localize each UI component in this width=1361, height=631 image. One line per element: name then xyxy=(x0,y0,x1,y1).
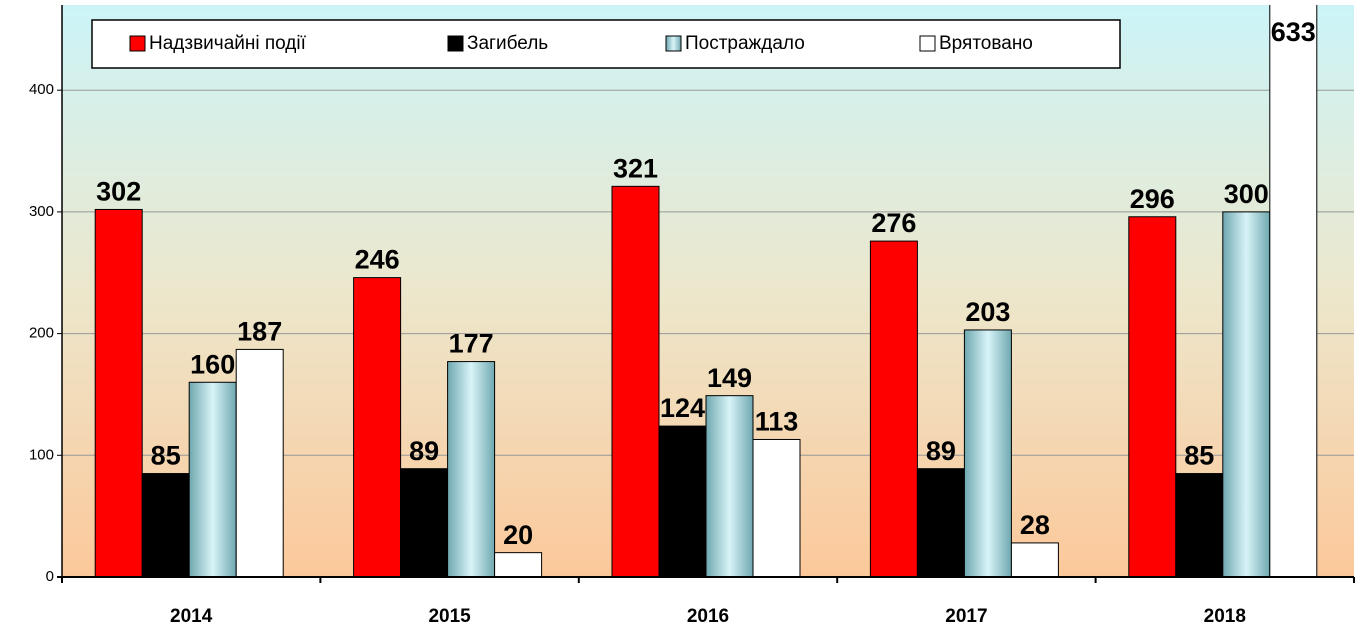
bar xyxy=(1222,211,1271,577)
data-label: 633 xyxy=(1271,17,1316,47)
data-label: 276 xyxy=(871,208,916,238)
data-label: 28 xyxy=(1020,510,1050,540)
x-tick-label: 2014 xyxy=(170,606,213,627)
data-label: 300 xyxy=(1224,179,1269,209)
data-label: 246 xyxy=(355,245,400,275)
bar xyxy=(447,361,496,577)
bar xyxy=(141,473,190,577)
x-tick-label: 2017 xyxy=(945,606,987,627)
data-label: 20 xyxy=(503,520,533,550)
bar xyxy=(1128,216,1177,577)
legend-label: Врятовано xyxy=(939,33,1033,54)
data-label: 85 xyxy=(1184,441,1214,471)
data-label: 321 xyxy=(613,153,658,183)
data-label: 177 xyxy=(449,329,494,359)
bar xyxy=(752,438,801,577)
data-label: 296 xyxy=(1130,184,1175,214)
y-tick-label: 100 xyxy=(29,446,54,463)
bar xyxy=(916,468,965,577)
legend-swatch xyxy=(919,35,936,52)
legend-label: Загибель xyxy=(467,33,548,54)
bar xyxy=(611,185,660,577)
bar xyxy=(188,381,237,577)
y-tick-label: 0 xyxy=(46,568,54,585)
data-label: 187 xyxy=(237,317,282,347)
bar xyxy=(705,395,754,577)
data-label: 89 xyxy=(926,436,956,466)
bar xyxy=(94,208,143,577)
bar xyxy=(869,240,918,577)
bar xyxy=(1010,542,1059,577)
bar xyxy=(494,552,543,577)
bar xyxy=(1269,5,1318,577)
y-tick-label: 400 xyxy=(29,81,54,98)
bar xyxy=(658,425,707,577)
data-label: 85 xyxy=(151,441,181,471)
data-label: 113 xyxy=(755,407,799,437)
bar xyxy=(353,277,402,577)
y-tick-label: 300 xyxy=(29,203,54,220)
legend-swatch xyxy=(665,35,682,52)
data-label: 124 xyxy=(660,393,705,423)
bar xyxy=(1175,473,1224,577)
bar xyxy=(235,348,284,577)
x-tick-label: 2018 xyxy=(1204,606,1246,627)
data-label: 89 xyxy=(409,436,439,466)
data-label: 160 xyxy=(190,349,235,379)
legend-swatch xyxy=(447,35,464,52)
legend-label: Постраждало xyxy=(685,33,805,54)
legend-label: Надзвичайні події xyxy=(149,33,307,54)
legend-box xyxy=(91,19,1121,69)
legend-swatch xyxy=(129,35,146,52)
y-tick-label: 200 xyxy=(29,325,54,342)
data-label: 203 xyxy=(965,297,1010,327)
x-tick-label: 2015 xyxy=(428,606,471,627)
bar xyxy=(400,468,449,577)
bar xyxy=(963,329,1012,577)
x-tick-label: 2016 xyxy=(687,606,729,627)
data-label: 302 xyxy=(96,177,141,207)
data-label: 149 xyxy=(707,363,752,393)
